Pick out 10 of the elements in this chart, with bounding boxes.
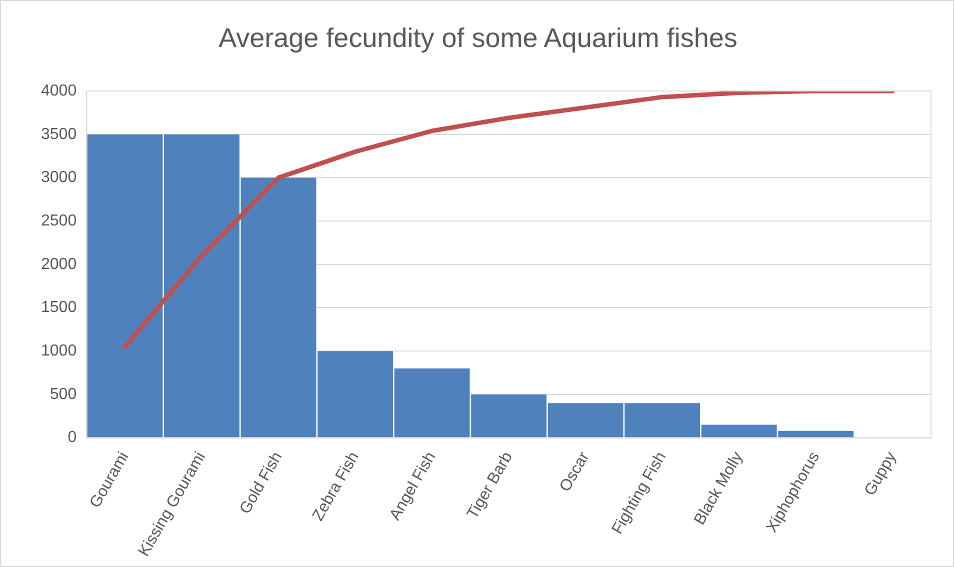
y-tick-label: 2000	[41, 256, 77, 273]
chart-title: Average fecundity of some Aquarium fishes	[218, 23, 738, 54]
y-tick-label: 3000	[41, 169, 77, 186]
y-tick-label: 500	[50, 386, 77, 403]
y-tick-label: 3500	[41, 126, 77, 143]
y-tick-label: 1500	[41, 299, 77, 316]
y-tick-label: 2500	[41, 212, 77, 230]
y-tick-label: 0	[68, 429, 77, 446]
y-tick-label: 1000	[41, 342, 77, 360]
y-tick-label: 4000	[41, 82, 77, 100]
